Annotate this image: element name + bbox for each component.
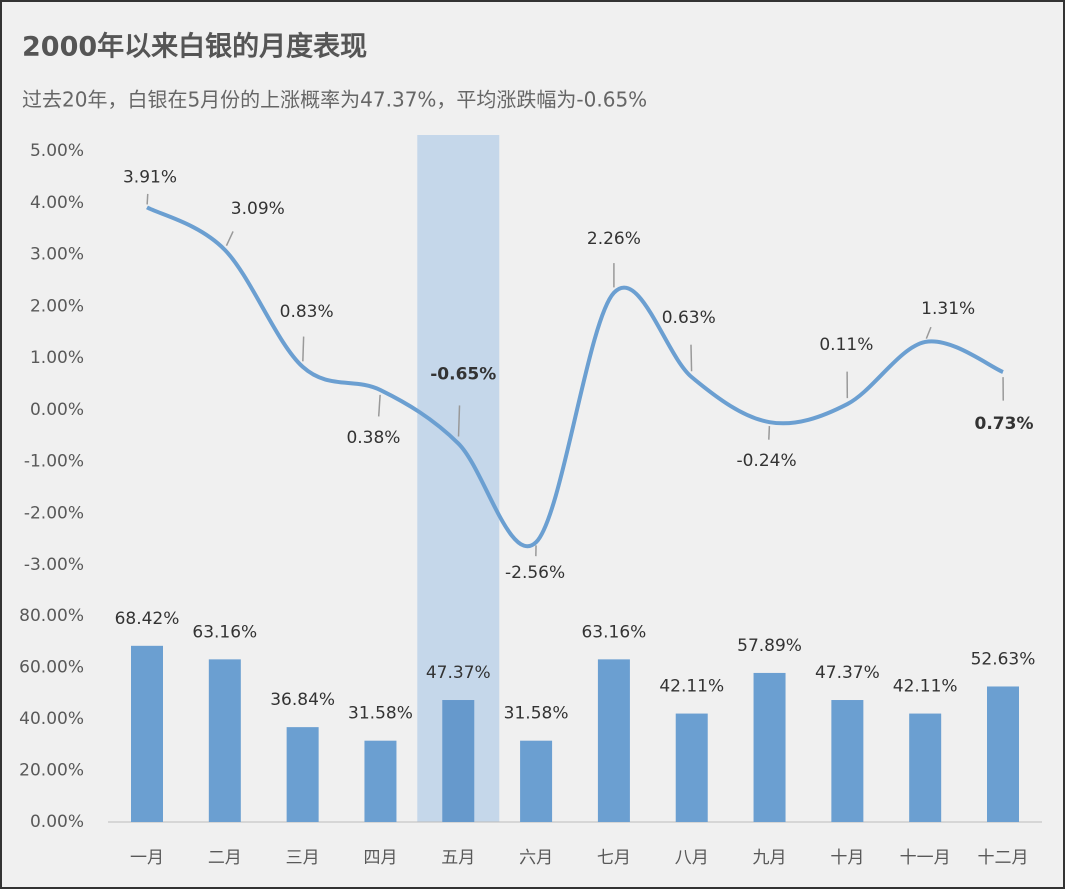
bar-value-label: 52.63% <box>971 649 1036 669</box>
x-tick-label: 三月 <box>286 848 320 868</box>
leader-line <box>925 326 932 339</box>
point-value-label: 0.63% <box>662 308 716 328</box>
x-tick-label: 十二月 <box>978 848 1029 868</box>
x-tick-label: 十月 <box>830 848 864 868</box>
x-tick-label: 一月 <box>130 848 164 868</box>
bar <box>987 686 1019 822</box>
point-value-label: 2.26% <box>587 229 641 249</box>
bar-value-label: 36.84% <box>270 690 335 710</box>
bar-value-label: 47.37% <box>426 663 491 683</box>
y-tick-label: -3.00% <box>24 555 84 575</box>
bar <box>753 672 786 822</box>
y-tick-label: 40.00% <box>19 709 84 729</box>
y-tick-label: 80.00% <box>19 606 84 626</box>
bar-value-label: 68.42% <box>115 609 180 629</box>
y-tick-label: 20.00% <box>19 761 84 781</box>
bar-value-label: 42.11% <box>659 677 724 697</box>
bar <box>286 727 319 822</box>
y-tick-label: 2.00% <box>30 296 84 316</box>
bar-value-label: 47.37% <box>815 663 880 683</box>
leader-line <box>302 336 305 362</box>
bar <box>831 700 864 822</box>
bar <box>442 700 475 822</box>
bar-value-label: 57.89% <box>737 636 802 656</box>
point-value-label: 1.31% <box>921 299 975 319</box>
chart-title: 2000年以来白银的月度表现 <box>22 31 367 63</box>
chart-subtitle: 过去20年，白银在5月份的上涨概率为47.37%，平均涨跌幅为-0.65% <box>22 88 647 112</box>
x-tick-label: 二月 <box>208 848 242 868</box>
y-tick-label: -1.00% <box>24 452 84 472</box>
y-tick-label: 0.00% <box>30 812 84 832</box>
y-tick-label: 5.00% <box>30 141 84 161</box>
point-value-label: -0.65% <box>430 364 496 384</box>
bar <box>520 740 553 822</box>
point-value-label: -0.24% <box>736 451 796 471</box>
x-tick-label: 七月 <box>597 848 631 868</box>
bar-value-label: 31.58% <box>348 704 413 724</box>
bar <box>675 713 708 822</box>
bar-value-label: 42.11% <box>893 677 958 697</box>
point-value-label: 3.09% <box>231 199 285 219</box>
y-tick-label: -2.00% <box>24 503 84 523</box>
bar-value-label: 63.16% <box>192 622 257 642</box>
bar-value-label: 63.16% <box>581 622 646 642</box>
x-tick-label: 五月 <box>441 848 475 868</box>
leader-line <box>225 231 234 247</box>
bar <box>597 659 630 822</box>
y-tick-label: 60.00% <box>19 658 84 678</box>
x-tick-label: 九月 <box>753 848 787 868</box>
y-tick-label: 0.00% <box>30 400 84 420</box>
bar-value-label: 31.58% <box>504 704 569 724</box>
line <box>146 205 1004 548</box>
x-tick-label: 十一月 <box>900 848 951 868</box>
bar <box>131 645 163 822</box>
point-value-label: 0.11% <box>819 335 873 355</box>
point-value-label: 0.38% <box>346 428 400 448</box>
leader-line <box>377 394 381 417</box>
leader-line <box>690 344 693 372</box>
point-value-label: 3.91% <box>123 167 177 187</box>
y-tick-label: 1.00% <box>30 348 84 368</box>
point-value-label: 0.73% <box>975 414 1034 434</box>
leader-line <box>457 405 461 437</box>
x-tick-label: 六月 <box>519 848 553 868</box>
bar <box>208 659 241 822</box>
x-tick-label: 四月 <box>363 848 397 868</box>
point-value-label: 0.83% <box>280 302 334 322</box>
leader-line <box>146 193 149 205</box>
bar <box>364 740 397 822</box>
point-value-label: -2.56% <box>505 563 565 583</box>
leader-line <box>768 426 771 440</box>
bar <box>909 713 942 822</box>
y-tick-label: 3.00% <box>30 245 84 265</box>
x-tick-label: 八月 <box>675 848 709 868</box>
y-tick-label: 4.00% <box>30 193 84 213</box>
